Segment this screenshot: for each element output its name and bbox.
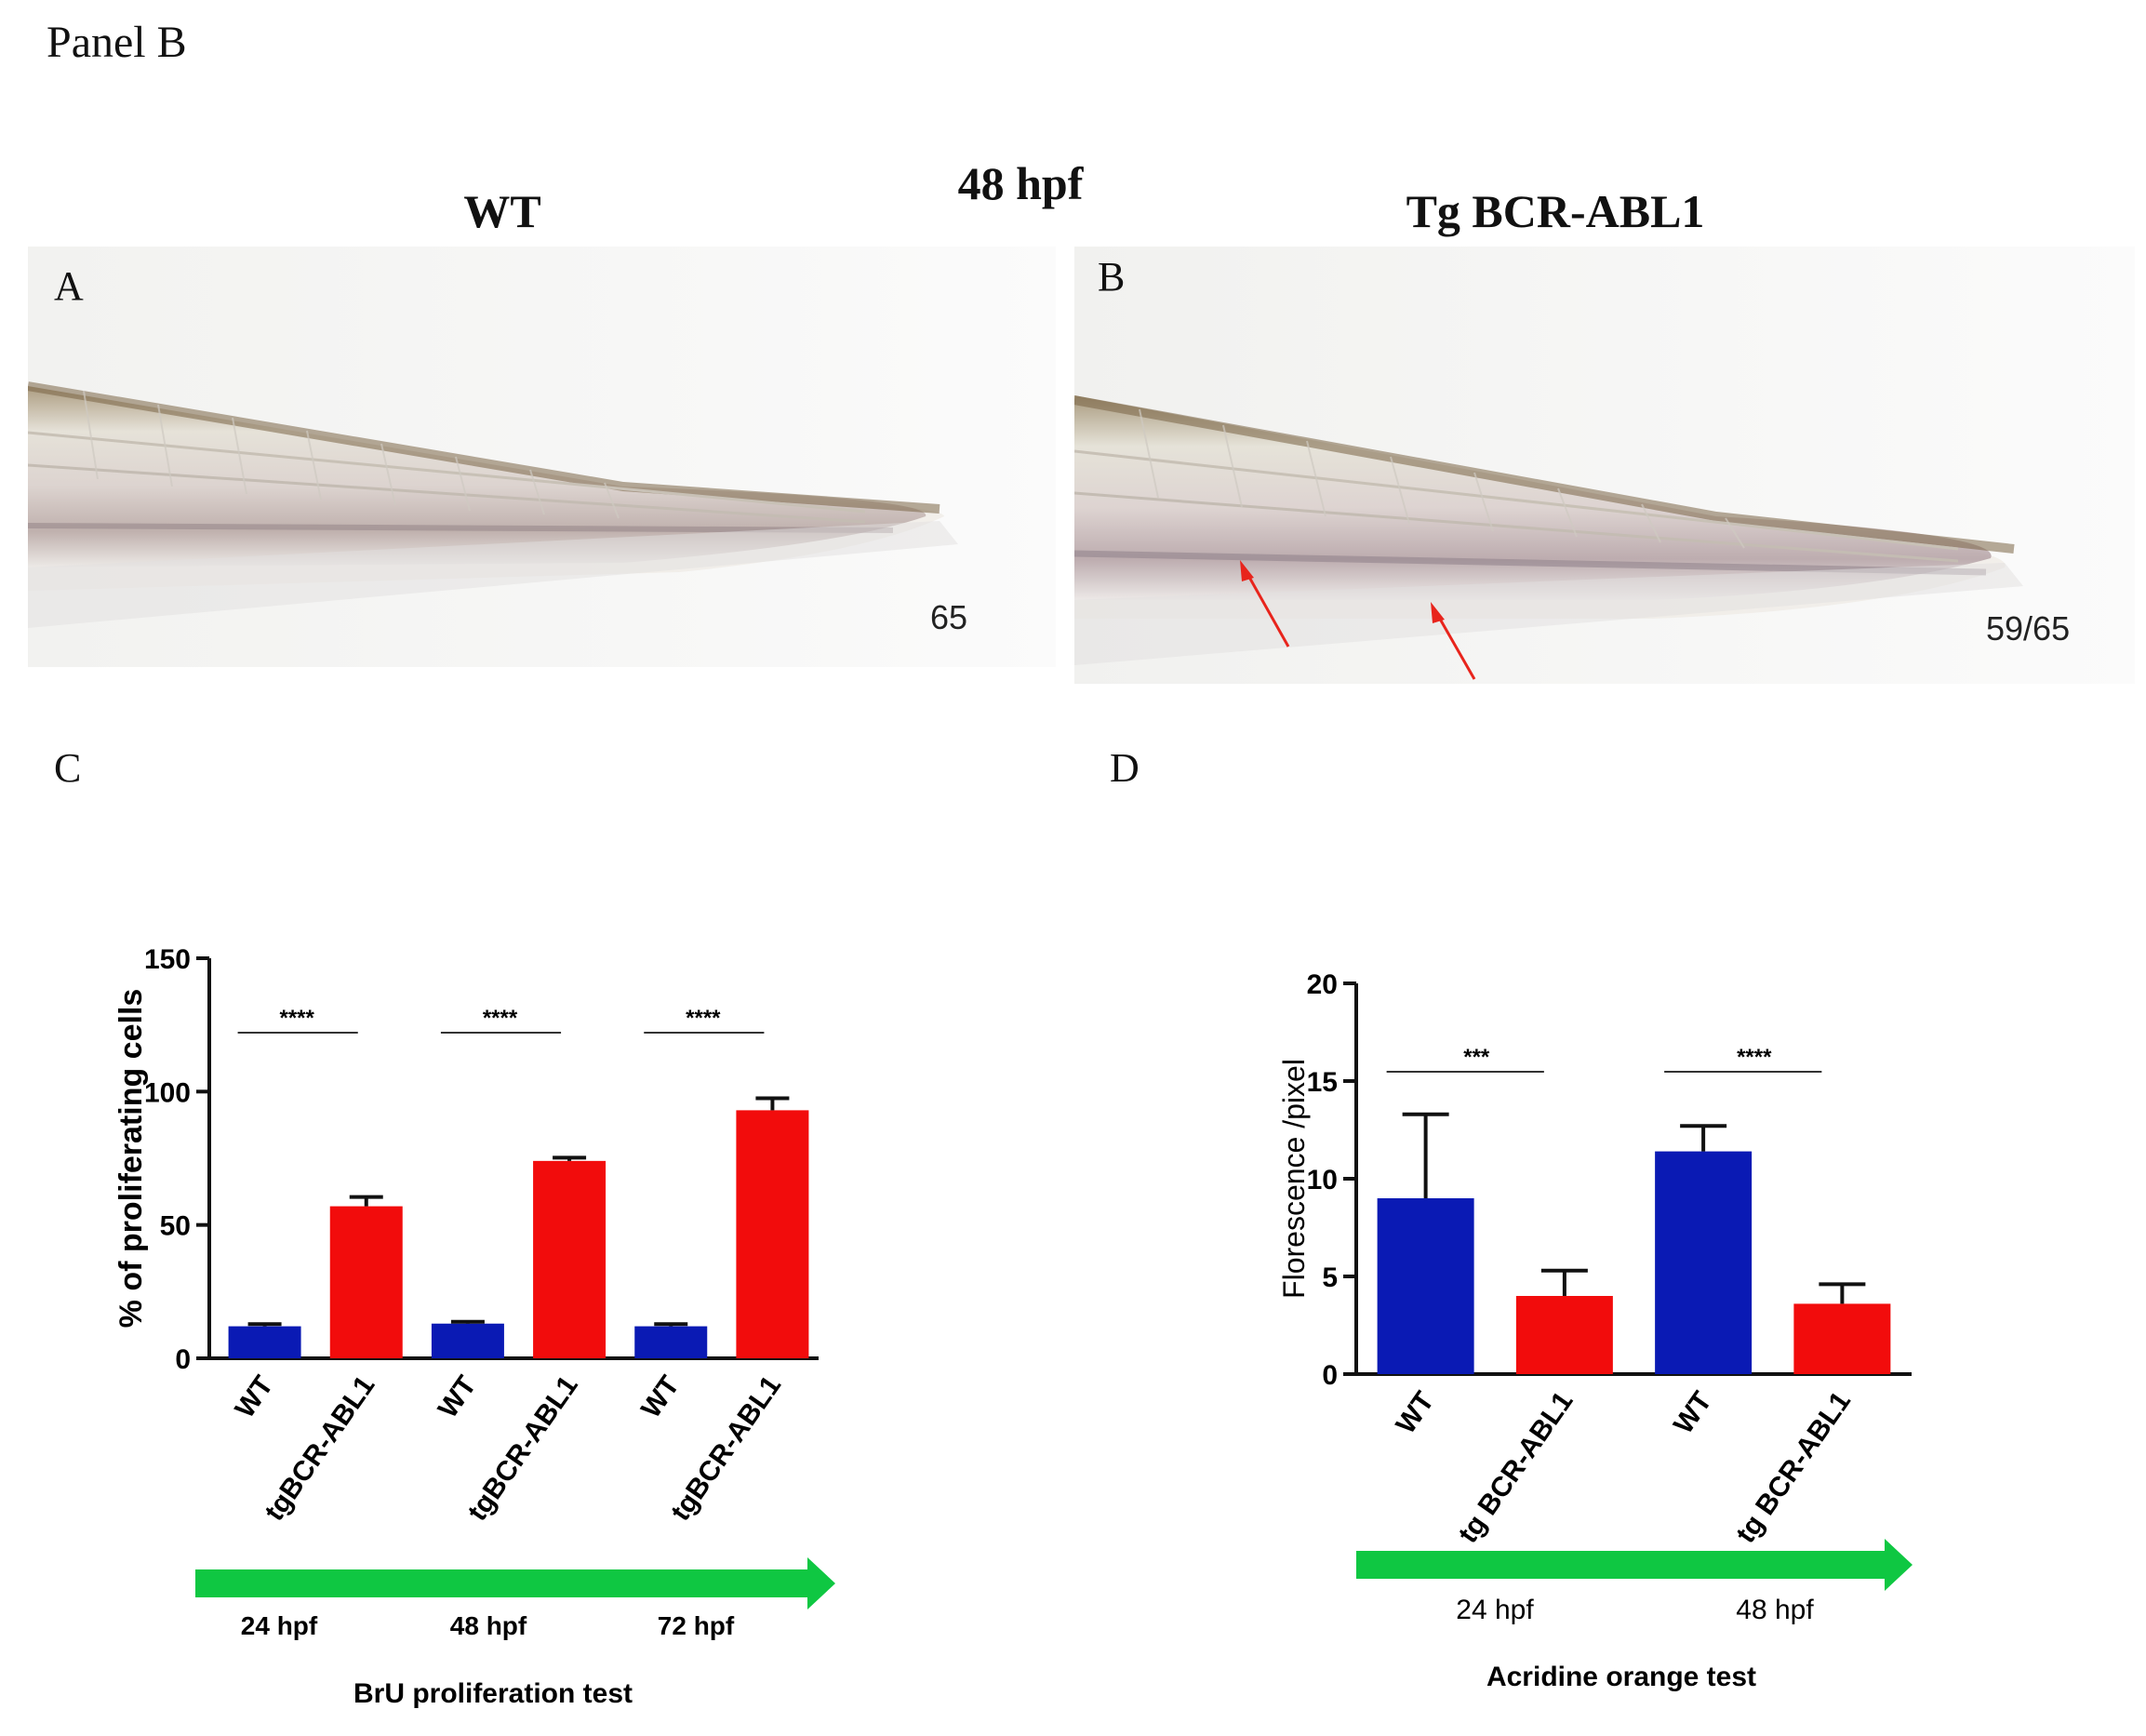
wt-column-title: WT (463, 185, 541, 237)
chart-d-y-tick-label: 0 (1322, 1360, 1338, 1391)
chart-d-category-label-1: WT (1391, 1386, 1441, 1439)
panel-letter-c: C (54, 745, 82, 791)
chart-d-time-arrow-shaft (1356, 1551, 1886, 1579)
chart-c-category-label-1: WT (230, 1370, 280, 1423)
panel-letter-a: A (54, 263, 84, 309)
zebrafish-tail-illustration-wt (28, 247, 1056, 667)
photo-b-count: 59/65 (1986, 609, 2071, 648)
chart-c-significance-mark-2: **** (483, 1006, 518, 1031)
chart-d-y-tick-label: 15 (1307, 1067, 1338, 1098)
chart-d-bar-1 (1377, 1198, 1474, 1374)
chart-c-bar-5 (634, 1326, 708, 1358)
chart-c-y-tick-label: 50 (160, 1211, 191, 1242)
panel-letter-b: B (1098, 254, 1126, 300)
chart-d-bar-4 (1793, 1303, 1891, 1374)
chart-c-bar-2 (329, 1206, 403, 1358)
chart-c-category-label-3: WT (433, 1370, 483, 1423)
chart-d-caption: Acridine orange test (1486, 1662, 1756, 1692)
chart-c-category-label-5: WT (635, 1370, 686, 1423)
chart-d-y-tick-label: 10 (1307, 1165, 1338, 1195)
chart-d-timepoint-label-1: 24 hpf (1456, 1595, 1534, 1625)
chart-d-category-label-4: tg BCR-ABL1 (1730, 1386, 1857, 1549)
zebrafish-tail-photo-wt: 65 (28, 247, 1056, 667)
zebrafish-tail-illustration-tg (1074, 247, 2135, 684)
annotation-arrow-1 (1240, 560, 1290, 648)
chart-c-bar-4 (533, 1160, 606, 1358)
chart-c-y-axis-label: % of proliferating cells (113, 989, 149, 1329)
chart-d-significance-mark-2: **** (1737, 1045, 1772, 1070)
chart-c-bar-6 (736, 1110, 809, 1358)
chart-c-timepoint-label-1: 24 hpf (241, 1611, 318, 1640)
chart-c-caption: BrU proliferation test (353, 1678, 633, 1709)
chart-c-category-label-6: tgBCR-ABL1 (665, 1370, 787, 1527)
chart-c-bar-3 (431, 1323, 504, 1358)
panel-letter-d: D (1110, 745, 1140, 791)
zebrafish-tail-photo-tg: 59/65 (1074, 247, 2135, 684)
chart-d-category-label-2: tg BCR-ABL1 (1453, 1386, 1580, 1549)
chart-d-time-arrow-head (1885, 1539, 1913, 1591)
chart-c-category-label-2: tgBCR-ABL1 (259, 1370, 380, 1527)
chart-c-y-tick-label: 100 (144, 1077, 191, 1108)
chart-c-time-arrow-head (807, 1557, 835, 1609)
chart-d-y-tick-label: 5 (1322, 1262, 1338, 1293)
chart-d-category-label-3: WT (1668, 1386, 1718, 1439)
chart-c-significance-mark-3: **** (686, 1006, 721, 1031)
chart-c-y-tick-label: 0 (175, 1344, 191, 1375)
chart-d-y-axis-label: Florescence /pixel (1277, 1059, 1311, 1299)
chart-d-y-tick-label: 20 (1307, 969, 1338, 1000)
chart-c-time-arrow-shaft (195, 1569, 809, 1597)
chart-c-significance-mark-1: **** (279, 1006, 314, 1031)
chart-c-timepoint-label-2: 48 hpf (450, 1611, 527, 1640)
chart-d-bar-3 (1655, 1151, 1753, 1374)
chart-c-timepoint-label-3: 72 hpf (658, 1611, 735, 1640)
chart-d-bar-2 (1515, 1296, 1613, 1374)
chart-c-y-tick-label: 150 (144, 944, 191, 975)
tg-column-title: Tg BCR-ABL1 (1406, 185, 1705, 237)
annotation-arrow-2 (1431, 602, 1476, 680)
chart-d-timepoint-label-2: 48 hpf (1736, 1595, 1814, 1625)
timepoint-title: 48 hpf (957, 157, 1084, 209)
chart-c-category-label-4: tgBCR-ABL1 (462, 1370, 584, 1527)
chart-c-bar-1 (228, 1326, 301, 1358)
photo-a-count: 65 (930, 598, 968, 636)
chart-d-significance-mark-1: *** (1463, 1045, 1490, 1070)
panel-title: Panel B (47, 18, 187, 67)
